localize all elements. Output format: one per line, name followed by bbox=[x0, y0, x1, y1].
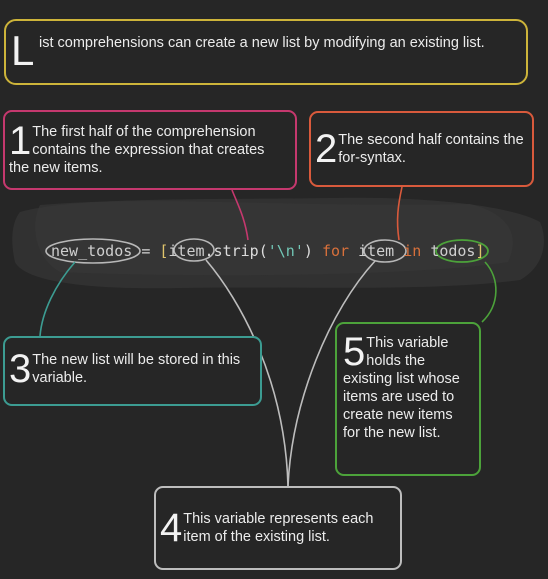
code-keyword-for: for bbox=[321, 242, 350, 260]
note-4: 4 This variable represents each item of … bbox=[154, 486, 402, 570]
note-3-number: 3 bbox=[9, 347, 32, 391]
code-open-bracket: [ bbox=[159, 242, 169, 260]
ellipse-new-todos bbox=[45, 238, 141, 264]
code-iterable-todos: todos bbox=[430, 242, 476, 260]
ellipse-item-loop bbox=[363, 239, 407, 263]
code-item-loop: item bbox=[358, 242, 395, 260]
connector-note4-b bbox=[287, 260, 376, 487]
note-1-number: 1 bbox=[9, 119, 32, 163]
note-5-number: 5 bbox=[343, 330, 366, 374]
code-item-expression: item bbox=[168, 242, 205, 260]
code-close-paren: ) bbox=[303, 242, 313, 260]
code-var-new-todos: new_todos bbox=[51, 242, 133, 260]
connector-note2 bbox=[396, 186, 403, 241]
code-equals: = bbox=[141, 242, 151, 260]
connector-note3 bbox=[39, 261, 76, 337]
title-initial: L bbox=[11, 27, 35, 74]
note-4-text: This variable represents each item of th… bbox=[183, 511, 374, 545]
note-2: 2 The second half contains the for-synta… bbox=[309, 111, 534, 187]
note-3: 3 The new list will be stored in this va… bbox=[3, 336, 262, 406]
connector-note1 bbox=[231, 189, 249, 241]
code-highlight-smudge-2 bbox=[35, 201, 513, 276]
note-1: 1 The first half of the comprehension co… bbox=[3, 110, 297, 190]
connector-note5 bbox=[481, 261, 497, 323]
title-text: ist comprehensions can create a new list… bbox=[39, 35, 485, 51]
note-2-number: 2 bbox=[315, 127, 338, 171]
note-5-text: This variable holds the existing list wh… bbox=[343, 335, 460, 441]
code-strip-call: .strip( bbox=[204, 242, 268, 260]
title-note: L ist comprehensions can create a new li… bbox=[4, 19, 528, 85]
ellipse-item-expression bbox=[173, 238, 215, 262]
note-5: 5 This variable holds the existing list … bbox=[335, 322, 481, 476]
code-keyword-in: in bbox=[403, 242, 422, 260]
code-line: new_todos = [item.strip('\n') for item i… bbox=[51, 241, 485, 261]
code-string-newline: '\n' bbox=[267, 242, 304, 260]
note-2-text: The second half contains the for-syntax. bbox=[338, 132, 524, 166]
ellipse-todos bbox=[435, 239, 489, 263]
note-4-number: 4 bbox=[160, 506, 183, 550]
code-close-bracket: ] bbox=[475, 242, 485, 260]
note-3-text: The new list will be stored in this vari… bbox=[32, 352, 241, 386]
note-1-text: The first half of the comprehension cont… bbox=[9, 124, 265, 176]
